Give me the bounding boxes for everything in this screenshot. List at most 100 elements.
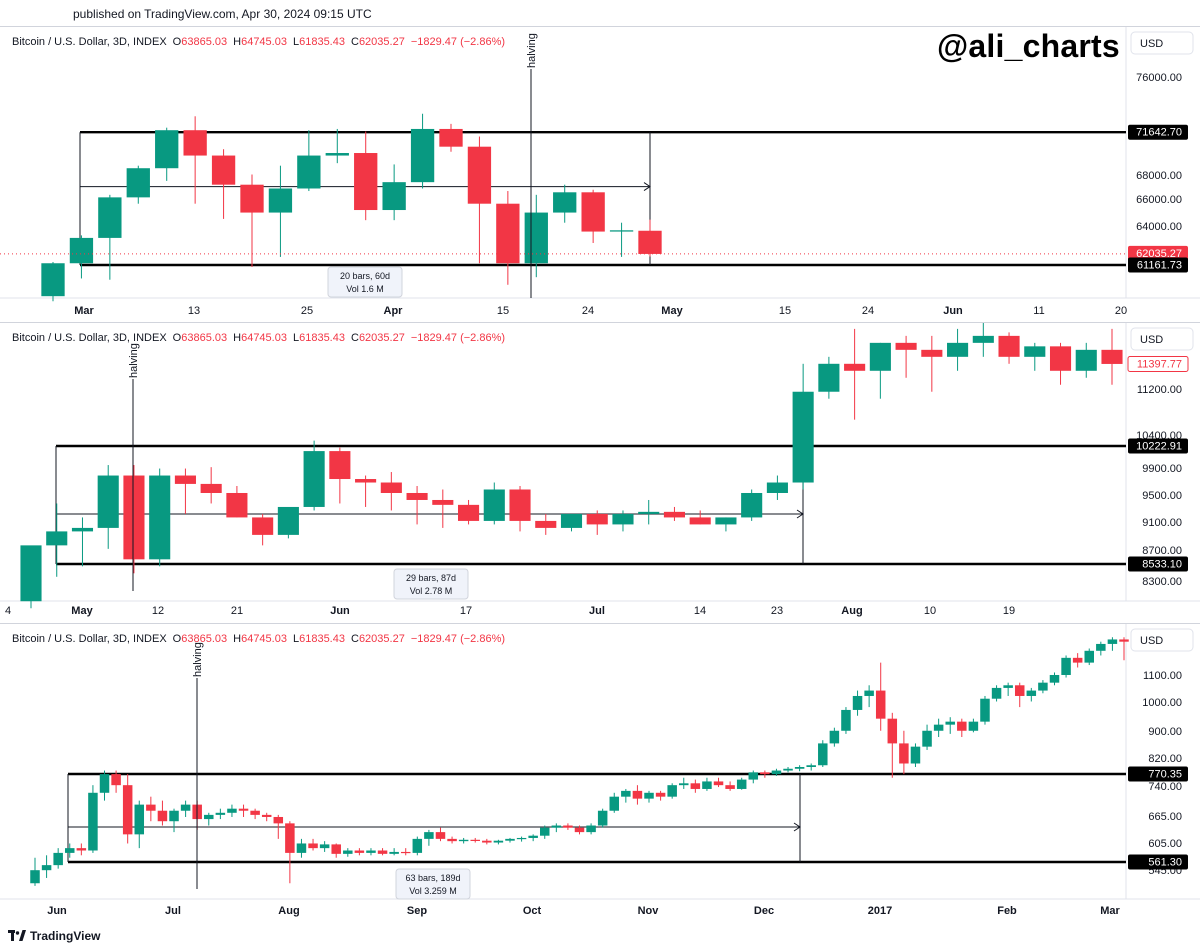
measure-info: 29 bars, 87d Vol 2.78 M bbox=[393, 568, 469, 600]
legend-c-value: 62035.27 bbox=[359, 36, 405, 48]
candle-body bbox=[331, 844, 341, 854]
candle-body bbox=[1107, 639, 1118, 644]
candle-body bbox=[980, 698, 990, 722]
candle-body bbox=[400, 851, 411, 854]
x-tick-label: 2017 bbox=[868, 905, 892, 917]
candle-body bbox=[612, 513, 634, 525]
candle-body bbox=[736, 779, 747, 789]
ohlc-legend: Bitcoin / U.S. Dollar, 3D, INDEX O63865.0… bbox=[12, 633, 505, 645]
legend-l-key: L bbox=[293, 36, 299, 48]
x-tick-label: Dec bbox=[754, 905, 774, 917]
price-label: 61161.73 bbox=[1128, 257, 1188, 273]
chart-svg: Bitcoin / U.S. Dollar, 3D, INDEX O63865.0… bbox=[0, 27, 1200, 317]
x-tick-label: Apr bbox=[384, 305, 404, 317]
currency-button[interactable]: USD bbox=[1130, 327, 1194, 351]
legend-o-key: O bbox=[173, 36, 182, 48]
candle-body bbox=[493, 840, 504, 843]
legend-o-value: 63865.03 bbox=[181, 633, 227, 645]
price-label-text: 61161.73 bbox=[1137, 260, 1182, 272]
halving-label: halving bbox=[526, 33, 538, 68]
candle-body bbox=[844, 363, 866, 371]
candle-body bbox=[947, 342, 969, 357]
currency-button[interactable]: USD bbox=[1130, 31, 1194, 55]
candle-body bbox=[1072, 657, 1083, 663]
x-tick-label: 23 bbox=[771, 605, 783, 617]
candle-body bbox=[933, 724, 944, 731]
footer-brand[interactable]: TradingView bbox=[30, 929, 101, 943]
candle-body bbox=[157, 810, 168, 822]
candle-body bbox=[655, 792, 666, 797]
x-tick-label: 14 bbox=[694, 605, 706, 617]
candle-body bbox=[329, 451, 351, 480]
candle-body bbox=[325, 153, 349, 156]
price-label-text: 770.35 bbox=[1148, 769, 1182, 781]
candle-body bbox=[1049, 674, 1060, 683]
candle-body bbox=[98, 197, 122, 238]
candle-body bbox=[760, 772, 770, 775]
legend-l-value: 61835.43 bbox=[299, 633, 345, 645]
candle-body bbox=[69, 237, 94, 264]
x-tick-label: 10 bbox=[924, 605, 936, 617]
price-label-text: 10222.91 bbox=[1136, 441, 1182, 453]
x-tick-label: 20 bbox=[1115, 305, 1127, 317]
measure-info-frame bbox=[395, 868, 471, 900]
legend-c-key: C bbox=[351, 36, 359, 48]
candle-body bbox=[713, 781, 724, 786]
measure-bars: 63 bars, 189d bbox=[405, 873, 460, 883]
candle-body bbox=[818, 743, 828, 766]
candle-body bbox=[319, 844, 330, 849]
x-tick-label: Mar bbox=[1100, 905, 1120, 917]
legend-change: −1829.47 (−2.86%) bbox=[411, 332, 505, 344]
legend-c-value: 62035.27 bbox=[359, 332, 405, 344]
legend-l-key: L bbox=[293, 332, 299, 344]
x-tick-label: 21 bbox=[231, 605, 243, 617]
y-tick-label: 1100.00 bbox=[1143, 670, 1182, 682]
candle-body bbox=[483, 489, 505, 521]
candle-body bbox=[1101, 349, 1123, 364]
legend-h-value: 64745.03 bbox=[241, 332, 287, 344]
y-tick-label: 11200.00 bbox=[1137, 384, 1182, 396]
candle-body bbox=[968, 721, 979, 731]
legend-symbol: Bitcoin / U.S. Dollar, 3D, INDEX bbox=[12, 36, 167, 48]
legend-symbol: Bitcoin / U.S. Dollar, 3D, INDEX bbox=[12, 633, 167, 645]
y-tick-label: 820.00 bbox=[1148, 753, 1182, 765]
candle-body bbox=[389, 851, 399, 854]
candle-body bbox=[574, 827, 585, 833]
candle-body bbox=[343, 850, 353, 854]
legend-change: −1829.47 (−2.86%) bbox=[411, 633, 505, 645]
candle-body bbox=[380, 482, 402, 493]
candle-body bbox=[766, 482, 788, 493]
currency-button[interactable]: USD bbox=[1130, 628, 1194, 652]
legend-l-value: 61835.43 bbox=[299, 332, 345, 344]
candle-body bbox=[972, 335, 994, 343]
candle-body bbox=[308, 843, 318, 849]
price-label-frame bbox=[1128, 124, 1188, 140]
footer[interactable]: TradingView bbox=[8, 929, 100, 943]
x-tick-label: 25 bbox=[301, 305, 313, 317]
measure-info: 63 bars, 189d Vol 3.259 M bbox=[395, 868, 471, 900]
x-tick-label: Jun bbox=[943, 305, 963, 317]
candle-body bbox=[46, 531, 68, 546]
candle-body bbox=[382, 182, 406, 211]
x-tick-label: Jul bbox=[589, 605, 605, 617]
x-tick-label: 13 bbox=[188, 305, 200, 317]
candle-body bbox=[539, 827, 550, 836]
candle-body bbox=[841, 709, 851, 731]
candle-body bbox=[1119, 639, 1129, 642]
currency-label: USD bbox=[1140, 334, 1163, 346]
legend-h-key: H bbox=[233, 332, 241, 344]
candle-body bbox=[1049, 346, 1072, 371]
x-tick-label: 15 bbox=[497, 305, 509, 317]
chart-panel-2016: Bitcoin / U.S. Dollar, 3D, INDEX O63865.0… bbox=[0, 623, 1200, 924]
candle-body bbox=[725, 785, 735, 789]
candle-body bbox=[354, 850, 365, 853]
candle-body bbox=[354, 153, 378, 211]
candle-body bbox=[1003, 685, 1013, 688]
candle-body bbox=[200, 483, 222, 493]
y-tick-label: 64000.00 bbox=[1136, 221, 1182, 233]
y-tick-label: 900.00 bbox=[1148, 726, 1182, 738]
candle-body bbox=[277, 506, 299, 535]
candle-body bbox=[123, 475, 145, 560]
candle-body bbox=[794, 766, 805, 769]
candle-body bbox=[991, 687, 1002, 699]
